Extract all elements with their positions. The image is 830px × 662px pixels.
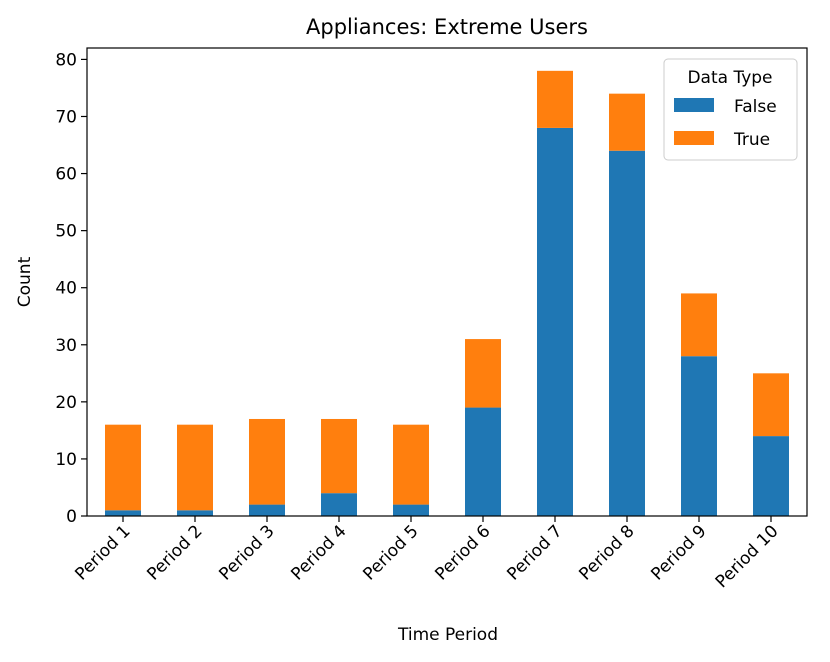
y-tick-label: 40 (55, 279, 77, 299)
bar-false-5 (393, 504, 429, 516)
bar-true-6 (465, 339, 501, 408)
y-tick-label: 60 (55, 165, 77, 185)
bar-true-10 (753, 373, 789, 437)
x-tick-label: Period 2 (143, 521, 206, 584)
x-axis: Period 1 Period 2 Period 3 Period 4 Period 5… (71, 516, 783, 592)
bar-false-1 (105, 510, 141, 516)
legend-title: Data Type (687, 68, 772, 88)
x-tick-label: Period 3 (215, 521, 278, 584)
bar-true-1 (105, 424, 141, 511)
x-tick-label: Period 7 (503, 521, 566, 584)
y-tick-label: 0 (66, 507, 77, 527)
y-tick-label: 10 (55, 450, 77, 470)
legend-label-false: False (734, 97, 777, 117)
y-axis: 0 10 20 30 40 50 60 70 80 (55, 50, 87, 527)
x-tick-label: Period 1 (71, 521, 134, 584)
bar-false-6 (465, 407, 501, 516)
bar-false-2 (177, 510, 213, 516)
bar-false-8 (609, 150, 645, 517)
x-tick-label: Period 9 (647, 521, 710, 584)
legend-label-true: True (733, 130, 770, 150)
bar-true-7 (537, 70, 573, 128)
y-tick-label: 70 (55, 107, 77, 127)
legend: Data Type False True (663, 58, 798, 161)
x-tick-label: Period 10 (712, 521, 783, 592)
y-tick-label: 20 (55, 393, 77, 413)
y-tick-label: 30 (55, 336, 77, 356)
bar-true-2 (177, 424, 213, 511)
legend-swatch-false (674, 98, 714, 112)
x-tick-label: Period 4 (287, 521, 350, 584)
x-tick-label: Period 5 (359, 521, 422, 584)
bar-false-9 (681, 356, 717, 516)
bar-false-10 (753, 436, 789, 516)
bar-true-4 (321, 418, 357, 494)
bar-true-3 (249, 418, 285, 505)
y-axis-title: Count (15, 256, 35, 307)
chart-title: Appliances: Extreme Users (306, 15, 588, 39)
bar-false-3 (249, 504, 285, 516)
y-tick-label: 50 (55, 222, 77, 242)
bar-true-8 (609, 93, 645, 151)
bar-false-7 (537, 127, 573, 516)
y-tick-label: 80 (55, 50, 77, 70)
bar-true-5 (393, 424, 429, 505)
bar-true-9 (681, 293, 717, 357)
bar-false-4 (321, 493, 357, 516)
legend-swatch-true (674, 131, 714, 145)
plot-frame (86, 47, 808, 517)
x-axis-title: Time Period (397, 625, 498, 645)
x-tick-label: Period 6 (431, 521, 494, 584)
bars-layer (105, 70, 789, 517)
x-tick-label: Period 8 (575, 521, 638, 584)
